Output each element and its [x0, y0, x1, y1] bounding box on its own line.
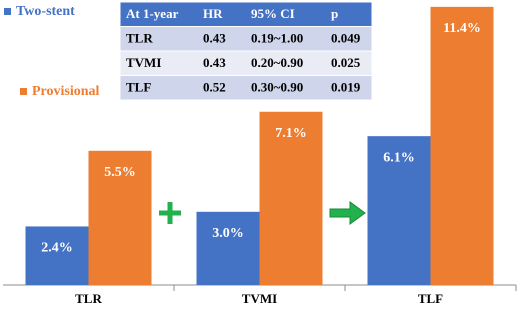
bar — [25, 226, 89, 285]
table-cell: TLR — [126, 31, 153, 46]
legend-swatch — [20, 88, 27, 95]
legend-label: Two-stent — [16, 4, 75, 19]
legend-label: Provisional — [32, 84, 100, 99]
table-cell: 95% CI — [251, 6, 295, 21]
value-label: 2.4% — [41, 241, 73, 256]
table-cell: 0.049 — [331, 31, 361, 46]
table-cell: 0.019 — [331, 80, 361, 95]
value-label: 6.1% — [383, 150, 415, 165]
table-cell: HR — [203, 6, 223, 21]
table-cell: 0.52 — [203, 80, 226, 95]
table-cell: 0.30~0.90 — [251, 80, 303, 95]
table-cell: 0.20~0.90 — [251, 55, 303, 70]
bar — [367, 136, 431, 285]
value-label: 7.1% — [275, 126, 307, 141]
x-tick-label: TLF — [418, 291, 443, 306]
table-header — [119, 1, 373, 27]
bar — [88, 150, 152, 285]
table-cell: 0.43 — [203, 55, 226, 70]
table-cell: 0.025 — [331, 55, 361, 70]
x-tick-label: TVMI — [242, 291, 277, 306]
plus-sign — [159, 202, 181, 224]
table-row — [119, 75, 373, 101]
legend-swatch — [4, 8, 11, 15]
table-row — [119, 50, 373, 76]
table-cell: p — [331, 6, 338, 21]
x-tick-label: TLR — [75, 291, 102, 306]
table-cell: 0.43 — [203, 31, 226, 46]
bar — [196, 211, 260, 285]
value-label: 5.5% — [104, 165, 136, 180]
table-cell: TVMI — [126, 55, 161, 70]
bar — [430, 6, 494, 286]
table-cell: 0.19~1.00 — [251, 31, 303, 46]
table-cell: TLF — [126, 80, 151, 95]
bar — [259, 111, 323, 285]
value-label: 11.4% — [443, 21, 481, 36]
table-cell: At 1-year — [126, 6, 179, 21]
arrow — [329, 201, 366, 225]
value-label: 3.0% — [212, 226, 244, 241]
